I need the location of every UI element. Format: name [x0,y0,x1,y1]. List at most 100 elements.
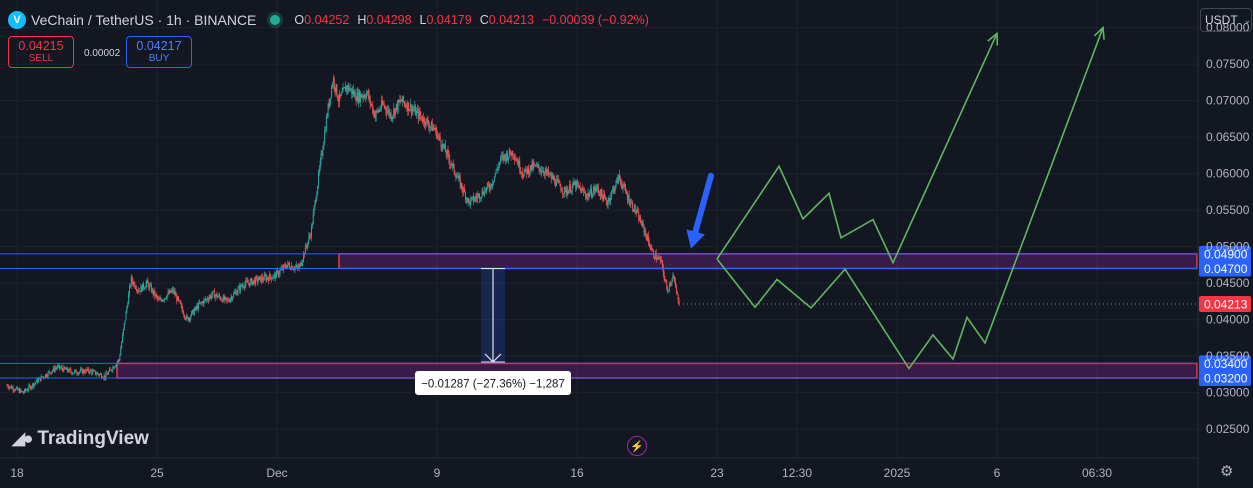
candle-body [33,383,35,387]
candle-body [94,370,96,375]
candle-body [77,373,79,375]
candle-body [91,370,93,374]
candle-body [162,300,164,302]
candle-body [123,323,125,330]
symbol-title[interactable]: VeChain / TetherUS · 1h · BINANCE [31,12,257,28]
candle-body [591,188,592,197]
candle-body [17,387,18,390]
candle-body [569,184,571,191]
candle-body [232,297,234,300]
candle-body [12,387,14,391]
candle-body [350,88,352,90]
candle-body [155,294,157,297]
candle-body [120,348,122,356]
candle-body [229,299,231,302]
candle-body [57,365,59,368]
candle-body [332,84,333,87]
lightning-bolt-icon[interactable]: ⚡ [627,436,647,456]
candle-body [431,121,433,131]
candle-body [210,295,212,298]
candle-body [298,266,300,269]
candle-body [295,266,297,268]
candle-body [468,198,470,202]
candle-body [257,280,259,282]
candle-body [105,372,107,379]
candle-body [147,279,149,284]
candle-body [97,373,99,375]
sell-button[interactable]: 0.04215 SELL [8,36,74,68]
candle-body [461,183,463,190]
candle-body [130,276,132,286]
candle-body [650,247,652,250]
candle-body [381,100,383,105]
candle-body [568,190,570,194]
candle-body [205,299,207,301]
candle-body [179,300,181,304]
candle-body [397,100,399,111]
candle-body [465,198,467,200]
projection-arrowhead-upper [987,31,999,46]
candle-body [460,183,462,188]
candle-body [230,297,232,300]
candle-body [602,195,604,202]
candle-body [227,299,229,301]
candle-body [246,280,248,282]
candle-body [38,379,39,383]
currency-select[interactable]: USDT ⌄ [1200,8,1252,32]
candle-body [226,297,228,300]
candle-body [524,167,526,172]
candle-body [387,111,389,114]
candle-body [493,181,494,184]
candle-body [612,189,613,192]
candle-body [383,103,385,107]
candle-body [89,369,91,373]
candle-body [164,298,165,300]
candle-body [54,368,56,371]
candle-body [51,371,53,374]
candle-body [611,191,613,197]
candle-body [108,371,109,375]
candle-body [144,287,146,289]
candle-body [347,85,349,90]
candle-body [379,109,381,111]
candle-body [390,113,392,120]
candle-body [419,111,421,116]
candle-body [153,290,155,295]
candle-body [643,225,645,233]
candle-body [264,275,266,277]
candle-body [121,342,123,349]
measure-tool: −0.01287 (−27.36%) −1,287 [415,268,571,395]
candle-body [472,196,474,202]
candle-body [673,275,675,279]
candle-body [619,174,620,179]
candle-body [594,187,596,192]
candle-body [428,124,430,129]
buy-button[interactable]: 0.04217 BUY [126,36,192,68]
candle-body [326,116,328,118]
candle-body [353,90,354,95]
chart-header: V VeChain / TetherUS · 1h · BINANCE O0.0… [8,9,649,31]
gear-icon[interactable]: ⚙ [1220,463,1234,480]
candle-body [498,164,500,169]
candle-body [116,362,118,364]
candle-body [644,230,646,233]
candle-body [462,189,464,193]
candle-body [106,372,108,375]
candle-body [312,213,314,225]
candle-body [528,167,529,175]
candle-body [364,95,366,98]
candle-body [129,286,130,294]
candle-body [456,177,458,179]
tradingview-logo[interactable]: ◢● TradingView [12,428,149,450]
candle-body [293,269,295,270]
candle-body [623,184,625,187]
candle-body [212,291,214,296]
candle-body [441,146,443,149]
candle-body [64,366,66,369]
candle-body [346,85,348,90]
candle-body [521,172,523,176]
buy-label: BUY [148,53,170,64]
spread-value: 0.00002 [84,48,121,59]
candle-body [439,135,441,141]
